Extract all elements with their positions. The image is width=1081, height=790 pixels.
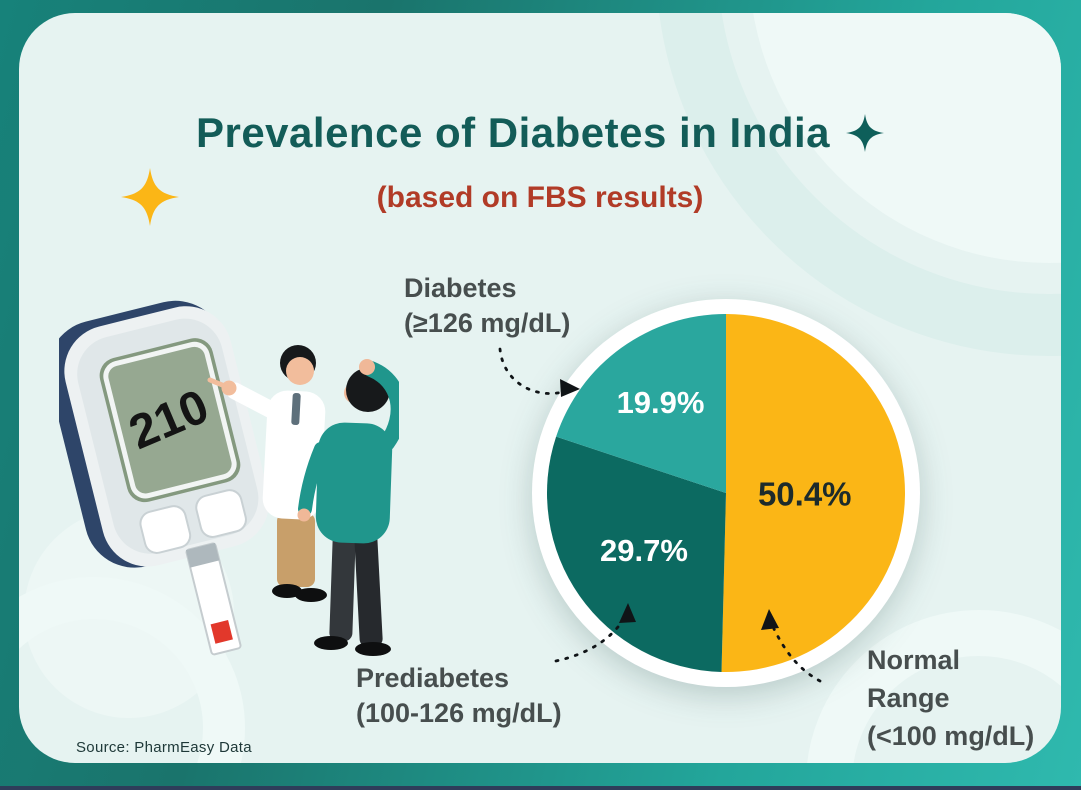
label-normal-name1: Normal [867,645,961,675]
doctor-shoe-right [295,588,327,602]
label-diabetes-range: (≥126 mg/dL) [404,308,571,338]
pie-slice-0 [721,314,906,672]
patient-figure [297,359,399,656]
pie-slice-1 [547,436,726,672]
pie-chart: 50.4% 29.7% 19.9% [532,299,920,687]
patient-leg-right [354,530,383,648]
label-prediabetes-name: Prediabetes [356,663,510,693]
glucometer: 210 [59,300,270,656]
test-strip-contact [185,542,220,568]
doctor-pointing-arm [226,382,290,424]
page-subtitle: (based on FBS results) [376,181,704,214]
doctor-shoe-left [272,584,302,598]
patient-left-arm [298,442,328,516]
decor-ring-top-right [659,13,1061,356]
card-panel: Prevalence of Diabetes in India (based o… [19,13,1061,763]
sparkle-icon-yellow [121,168,179,226]
pie-value-label-0: 50.4% [758,475,852,512]
glucose-meter-illustration: 210 [59,300,399,656]
patient-shoe-left [314,636,348,650]
label-diabetes: Diabetes (≥126 mg/dL) [404,271,570,341]
doctor-figure [207,345,327,602]
label-normal-name2: Range [867,683,950,713]
decor-disc-top-right [753,13,1061,263]
page-title: Prevalence of Diabetes in India [195,109,831,156]
label-prediabetes-range: (100-126 mg/dL) [356,698,562,728]
bottom-edge-strip [0,786,1081,790]
patient-shoe-right [355,642,391,656]
test-strip-red-band [210,620,233,644]
title-row: Prevalence of Diabetes in India [19,109,1061,157]
pie-value-label-1: 29.7% [600,533,688,568]
doctor-face [286,357,314,385]
label-prediabetes: Prediabetes (100-126 mg/dL) [356,661,562,731]
decor-ring-bottom-left [19,577,245,763]
label-diabetes-name: Diabetes [404,273,517,303]
patient-leg-left [329,532,356,642]
glucometer-button-left [139,505,192,554]
patient-left-hand [297,508,311,522]
glucometer-button-right [195,489,247,538]
patient-sweater [315,422,393,544]
doctor-tie [291,392,301,426]
source-note: Source: PharmEasy Data [76,739,252,756]
glucometer-screen [103,341,237,499]
background-decorations [19,13,1061,763]
label-normal-range: Normal Range (<100 mg/dL) [867,641,1034,755]
patient-raised-hand [359,359,375,375]
label-normal-range-values: (<100 mg/dL) [867,721,1035,751]
doctor-finger [207,377,230,390]
decor-ring-bottom-right [807,610,1061,763]
patient-raised-arm [363,361,399,451]
pie-chart-svg: 50.4% 29.7% 19.9% [532,299,920,687]
sparkle-icon-teal [846,114,885,152]
doctor-pants [277,513,315,587]
pie-slice-2 [556,314,726,493]
pie-value-label-2: 19.9% [617,385,705,420]
